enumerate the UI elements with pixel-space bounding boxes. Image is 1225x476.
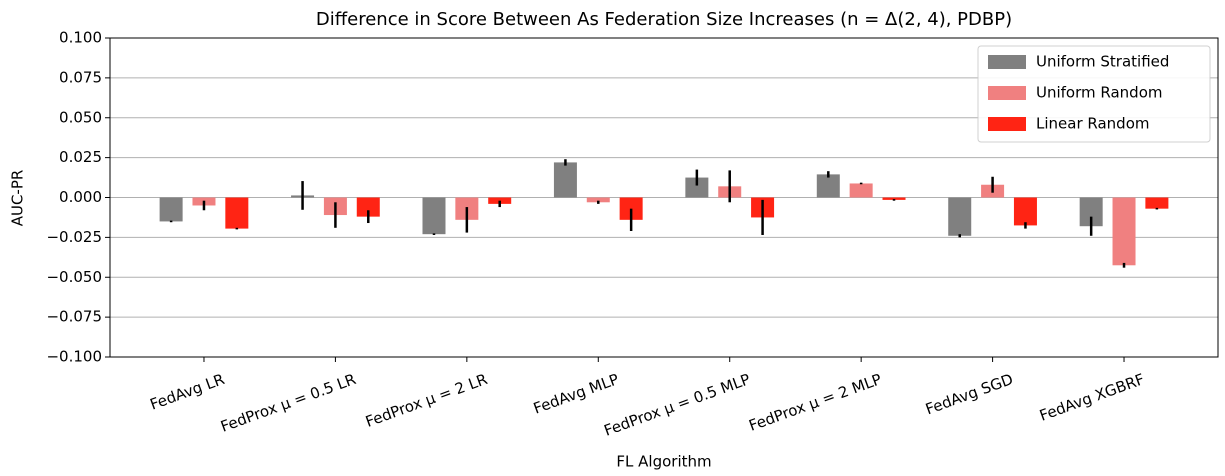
bar	[553, 162, 577, 198]
x-tick-label: FedProx μ = 0.5 LR	[218, 370, 358, 436]
chart-title: Difference in Score Between As Federatio…	[316, 9, 1012, 30]
bar	[1079, 197, 1103, 227]
y-tick-label: −0.025	[46, 228, 102, 246]
bar	[882, 197, 906, 200]
bar	[225, 197, 249, 229]
x-tick-label: FedProx μ = 0.5 MLP	[602, 370, 753, 440]
x-tick-label: FedProx μ = 2 LR	[363, 370, 490, 431]
x-tick-label: FedProx μ = 2 MLP	[746, 370, 884, 435]
legend-swatch	[988, 86, 1026, 100]
plot-frame	[109, 37, 1219, 358]
bar	[685, 177, 709, 198]
bar	[586, 197, 610, 203]
y-tick-label: −0.075	[46, 308, 102, 326]
bar	[849, 183, 873, 198]
x-axis-label: FL Algorithm	[616, 453, 711, 471]
y-tick-label: 0.050	[59, 108, 102, 126]
y-tick-label: −0.050	[46, 268, 102, 286]
y-tick-label: 0.000	[59, 188, 102, 206]
legend-box	[977, 45, 1211, 143]
legend-swatch	[988, 55, 1026, 69]
legend-label: Uniform Stratified	[1036, 53, 1169, 71]
bar	[816, 174, 840, 198]
bar	[1112, 197, 1136, 266]
bar	[159, 197, 183, 222]
y-axis-label: AUC-PR	[9, 170, 27, 227]
legend-label: Uniform Random	[1036, 84, 1163, 102]
bar	[1013, 197, 1037, 226]
y-tick-label: 0.100	[59, 29, 102, 47]
x-tick-label: FedAvg SGD	[923, 370, 1015, 418]
y-tick-label: −0.100	[46, 348, 102, 366]
bar	[422, 197, 446, 235]
y-tick-label: 0.075	[59, 68, 102, 86]
x-tick-label: FedAvg MLP	[531, 370, 621, 418]
x-tick-label: FedAvg LR	[148, 370, 227, 414]
y-tick-label: 0.025	[59, 148, 102, 166]
legend-label: Linear Random	[1036, 115, 1150, 133]
bar	[948, 197, 972, 236]
bar	[1145, 197, 1169, 209]
bar	[356, 197, 380, 217]
legend-swatch	[988, 117, 1026, 131]
x-tick-label: FedAvg XGBRF	[1037, 370, 1147, 425]
